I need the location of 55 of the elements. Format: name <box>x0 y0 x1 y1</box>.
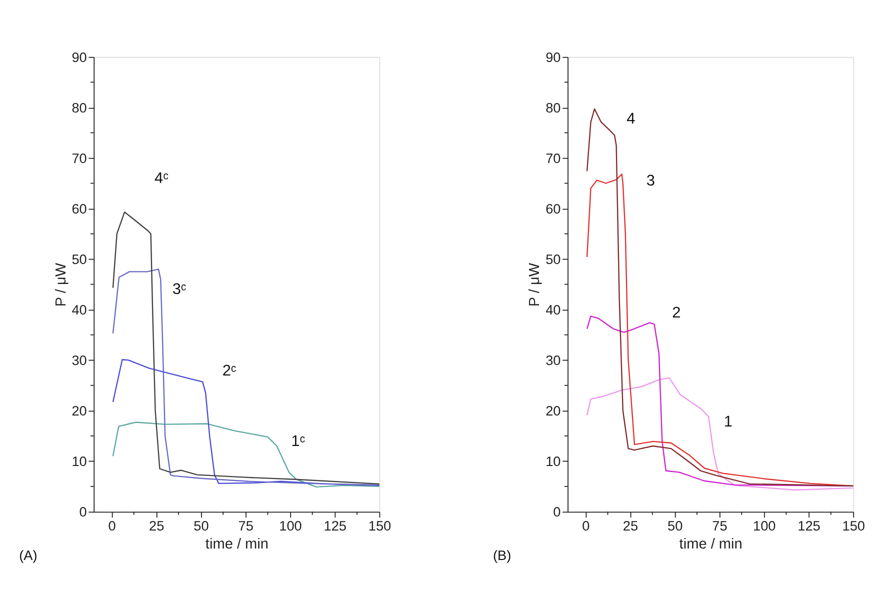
x-axis-title: time / min <box>679 536 742 553</box>
line-series <box>586 377 854 491</box>
y-tick-label: 10 <box>546 454 562 470</box>
y-tick-label: 50 <box>72 252 88 268</box>
y-tick-label: 10 <box>72 454 88 470</box>
x-tick-label: 25 <box>149 518 164 534</box>
annotation: 3ᶜ <box>172 280 187 298</box>
line-series <box>112 359 380 486</box>
text: (A) <box>19 548 38 563</box>
annotation: 1 <box>724 414 733 431</box>
y-tick-label: 70 <box>546 150 562 166</box>
y-tick-label: 60 <box>72 202 88 217</box>
y-tick-label: 0 <box>79 504 88 520</box>
x-axis-title: time / min <box>205 536 268 553</box>
x-tick-label: 50 <box>668 518 684 534</box>
line-series <box>112 268 380 486</box>
y-tick-label: 80 <box>546 100 562 116</box>
annotation: 2ᶜ <box>222 362 237 380</box>
x-tick-label: 75 <box>712 518 728 534</box>
line-series <box>112 422 380 488</box>
y-tick-label: 80 <box>72 100 88 116</box>
x-tick-label: 150 <box>368 518 392 534</box>
y-tick-label: 30 <box>72 353 88 368</box>
line-series <box>112 211 380 484</box>
y-tick-label: 0 <box>553 504 562 520</box>
x-tick-label: 50 <box>194 518 210 534</box>
x-tick-label: 100 <box>753 518 776 534</box>
x-tick-label: 0 <box>108 518 116 534</box>
y-tick-label: 20 <box>546 404 562 419</box>
y-tick-label: 40 <box>72 302 88 318</box>
y-tick-label: 70 <box>72 150 88 166</box>
annotation: 4 <box>626 110 636 128</box>
annotation: 2 <box>672 304 681 322</box>
line-series <box>586 108 854 487</box>
annotation: 4ᶜ <box>154 170 170 187</box>
x-tick-label: 75 <box>238 518 254 534</box>
y-tick-label: 20 <box>72 404 88 419</box>
x-tick-label: 150 <box>842 518 866 534</box>
y-tick-label: 40 <box>546 302 562 318</box>
y-tick-label: 60 <box>546 202 562 217</box>
y-axis-title: P / μW <box>527 262 544 307</box>
y-tick-label: 90 <box>546 50 562 65</box>
annotation: 1ᶜ <box>291 433 306 450</box>
x-tick-label: 0 <box>582 518 590 534</box>
y-axis-title: P / μW <box>53 262 70 307</box>
x-tick-label: 100 <box>279 518 302 534</box>
y-tick-label: 30 <box>546 353 562 368</box>
text: (B) <box>492 548 512 563</box>
line-series <box>586 174 854 487</box>
x-tick-label: 125 <box>324 518 346 534</box>
y-tick-label: 50 <box>546 252 562 268</box>
annotation: 3 <box>646 172 655 190</box>
y-tick-label: 90 <box>72 50 88 65</box>
x-tick-label: 125 <box>798 518 820 534</box>
x-tick-label: 25 <box>622 518 638 534</box>
